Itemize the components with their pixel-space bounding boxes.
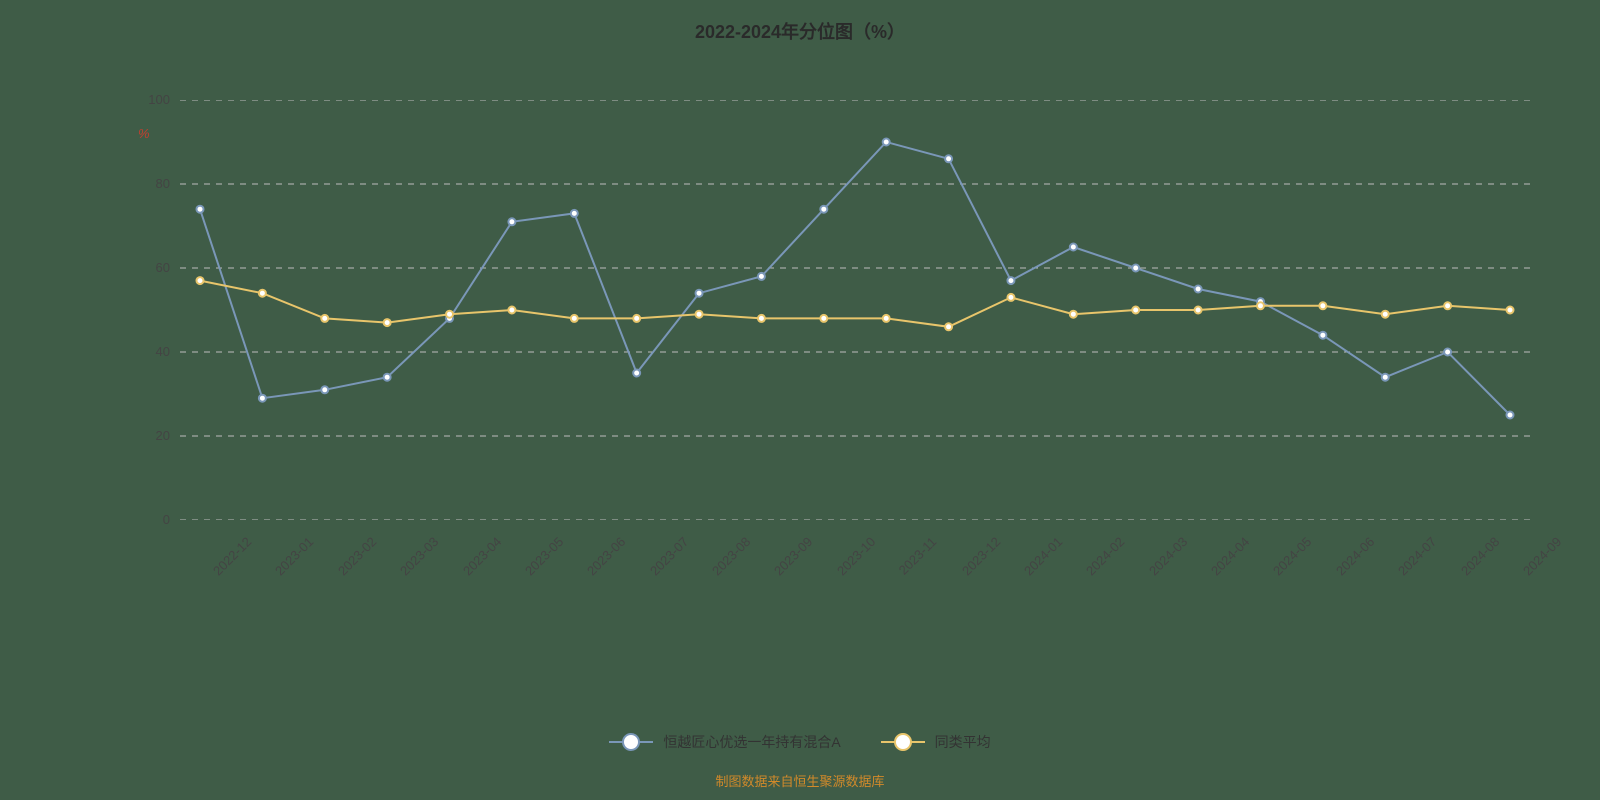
x-tick-label: 2024-06 [1333,534,1377,578]
y-axis-unit: % [138,126,150,141]
x-tick-label: 2024-07 [1395,534,1439,578]
x-tick-label: 2024-09 [1520,534,1564,578]
plot-area [180,100,1530,520]
y-tick-label: 0 [130,512,170,527]
x-tick-label: 2024-02 [1083,534,1127,578]
x-tick-label: 2022-12 [210,534,254,578]
percentile-chart: 2022-2024年分位图（%） % 0 20 40 60 80 100 2022-12 2… [0,0,1600,800]
x-tick-label: 2023-09 [771,534,815,578]
legend: 恒越匠心优选一年持有混合A 同类平均 [0,732,1600,752]
x-tick-label: 2023-01 [272,534,316,578]
x-tick-label: 2023-06 [584,534,628,578]
x-tick-label: 2023-11 [896,534,940,578]
x-tick-label: 2024-01 [1021,534,1065,578]
legend-item-series-b: 同类平均 [881,732,991,752]
x-tick-label: 2023-05 [522,534,566,578]
x-tick-label: 2024-03 [1146,534,1190,578]
x-tick-label: 2023-02 [335,534,379,578]
x-tick-label: 2023-12 [959,534,1003,578]
x-tick-label: 2023-10 [834,534,878,578]
x-tick-label: 2023-08 [709,534,753,578]
legend-item-series-a: 恒越匠心优选一年持有混合A [609,732,840,752]
x-tick-label: 2023-04 [459,534,503,578]
x-tick-label: 2024-05 [1270,534,1314,578]
y-tick-label: 100 [130,92,170,107]
x-tick-label: 2023-03 [397,534,441,578]
x-tick-label: 2023-07 [647,534,691,578]
x-tick-label: 2024-08 [1458,534,1502,578]
legend-swatch-series-b [881,734,925,750]
chart-title: 2022-2024年分位图（%） [0,18,1600,44]
x-tick-label: 2024-04 [1208,534,1252,578]
y-tick-label: 40 [130,344,170,359]
legend-swatch-series-a [609,734,653,750]
chart-footer-source: 制图数据来自恒生聚源数据库 [0,771,1600,790]
y-tick-label: 20 [130,428,170,443]
legend-label-series-b: 同类平均 [935,732,991,752]
y-tick-label: 60 [130,260,170,275]
legend-label-series-a: 恒越匠心优选一年持有混合A [663,732,840,752]
y-tick-label: 80 [130,176,170,191]
